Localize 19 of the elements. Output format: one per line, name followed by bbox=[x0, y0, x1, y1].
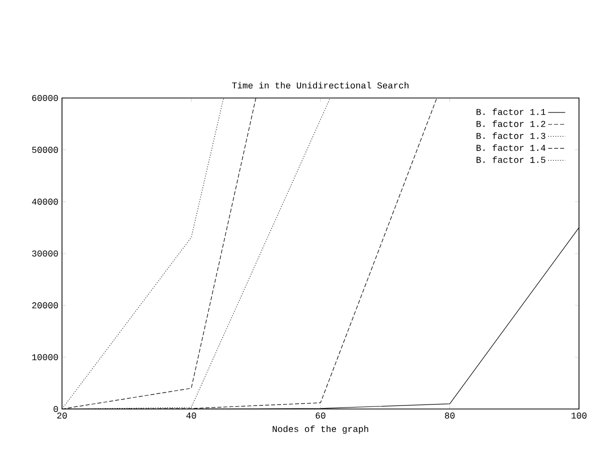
legend-label: B. factor 1.1 bbox=[476, 108, 546, 115]
x-axis-title: Nodes of the graph bbox=[272, 425, 368, 434]
y-tick-label: 30000 bbox=[32, 250, 58, 257]
x-tick-label: 60 bbox=[316, 412, 326, 419]
x-tick-label: 100 bbox=[572, 412, 587, 419]
y-tick-label: 10000 bbox=[32, 354, 58, 360]
y-tick-label: 50000 bbox=[32, 146, 58, 153]
y-tick-label: 0 bbox=[54, 406, 58, 412]
y-tick-label: 40000 bbox=[32, 198, 58, 205]
x-tick-label: 20 bbox=[57, 412, 67, 419]
legend-label: B. factor 1.2 bbox=[476, 120, 546, 127]
legend-label: B. factor 1.4 bbox=[476, 144, 546, 151]
chart-title: Time in the Unidirectional Search bbox=[232, 82, 408, 88]
x-tick-label: 80 bbox=[444, 412, 455, 419]
x-tick-label: 40 bbox=[186, 412, 196, 419]
legend-label: B. factor 1.3 bbox=[476, 132, 546, 139]
y-tick-label: 20000 bbox=[32, 302, 58, 308]
y-tick-label: 60000 bbox=[32, 94, 58, 102]
legend-label: B. factor 1.5 bbox=[476, 156, 546, 163]
